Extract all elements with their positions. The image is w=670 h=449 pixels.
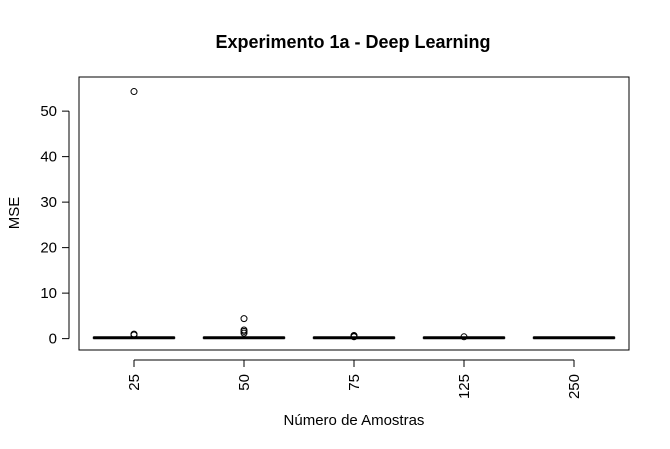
x-tick-label: 25	[126, 374, 143, 391]
outlier-point	[130, 331, 138, 339]
x-axis-label: Número de Amostras	[284, 412, 425, 429]
outlier-point	[240, 315, 248, 323]
x-tick-label: 250	[566, 374, 583, 399]
x-axis: 25 50 75 125 250	[126, 359, 583, 399]
y-axis: 0 10 20 30 40 50	[40, 103, 70, 348]
box-50	[202, 315, 286, 340]
y-tick-label: 50	[40, 103, 57, 120]
y-tick-label: 0	[49, 331, 57, 348]
outlier-point	[460, 333, 468, 341]
y-tick-label: 30	[40, 194, 57, 211]
y-axis-label: MSE	[6, 197, 23, 230]
outlier-point	[240, 327, 248, 335]
y-tick-label: 10	[40, 285, 57, 302]
box-75	[312, 331, 396, 341]
boxes-layer	[92, 88, 616, 341]
y-tick-label: 40	[40, 149, 57, 166]
outlier-point	[240, 329, 248, 337]
plot-frame	[78, 76, 630, 351]
x-tick-label: 50	[236, 374, 253, 391]
box-25	[92, 88, 176, 340]
x-tick-label: 125	[456, 374, 473, 399]
box-125	[422, 333, 506, 341]
x-tick-label: 75	[346, 374, 363, 391]
outlier-point	[350, 333, 358, 341]
box-250	[532, 336, 616, 340]
y-tick-label: 20	[40, 240, 57, 257]
chart-title: Experimento 1a - Deep Learning	[215, 32, 490, 52]
outlier-point	[130, 88, 138, 96]
